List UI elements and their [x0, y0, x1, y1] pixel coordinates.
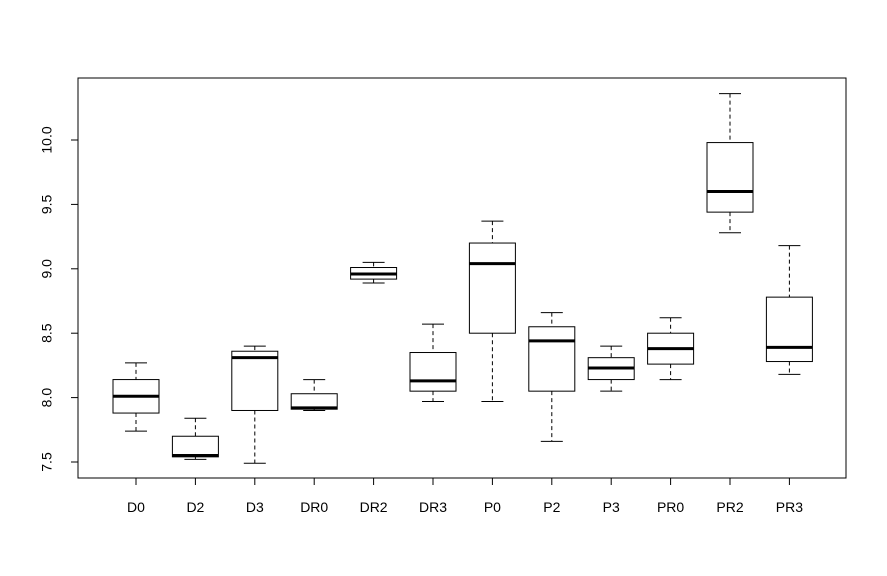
box-iqr [765, 296, 813, 363]
y-tick-label: 9.0 [39, 259, 55, 279]
boxes-layer [112, 93, 813, 464]
box-group-pr0 [647, 317, 695, 381]
box-iqr [468, 242, 516, 334]
x-tick-label: D2 [186, 499, 204, 515]
x-axis: D0 D2 D3 DR0 DR2 DR3 P0 P2 P3 PR0 PR2 PR3 [127, 477, 803, 515]
box-iqr [231, 350, 279, 411]
box-iqr [409, 352, 457, 392]
box-group-d2 [171, 417, 219, 460]
box-iqr [706, 142, 754, 213]
x-tick-label: D3 [246, 499, 264, 515]
x-tick-label: P2 [543, 499, 560, 515]
box-group-dr3 [409, 323, 457, 402]
box-group-pr2 [706, 93, 754, 234]
x-tick-label: PR0 [657, 499, 684, 515]
box-group-dr0 [290, 379, 338, 411]
box-group-p2 [528, 312, 576, 442]
box-group-p0 [468, 220, 516, 402]
box-iqr [171, 435, 219, 458]
box-group-p3 [587, 345, 635, 392]
x-tick-label: D0 [127, 499, 145, 515]
box-group-dr2 [350, 261, 398, 284]
x-tick-label: P0 [484, 499, 501, 515]
y-tick-label: 10.0 [39, 126, 55, 153]
x-tick-label: DR2 [360, 499, 388, 515]
x-tick-label: DR3 [419, 499, 447, 515]
y-tick-label: 9.5 [39, 194, 55, 214]
box-group-d0 [112, 362, 160, 432]
box-group-d3 [231, 345, 279, 464]
y-tick-label: 8.5 [39, 323, 55, 343]
x-tick-label: DR0 [300, 499, 328, 515]
x-tick-label: PR2 [716, 499, 743, 515]
y-tick-label: 7.5 [39, 452, 55, 472]
x-tick-label: P3 [603, 499, 620, 515]
box-iqr [528, 326, 576, 392]
box-group-pr3 [765, 245, 813, 375]
x-tick-label: PR3 [776, 499, 803, 515]
y-axis: 7.5 8.0 8.5 9.0 9.5 10.0 [39, 126, 79, 472]
y-tick-label: 8.0 [39, 388, 55, 408]
